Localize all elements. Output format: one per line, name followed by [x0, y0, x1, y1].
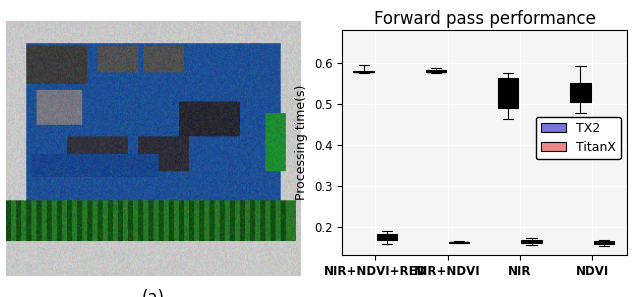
PathPatch shape — [449, 242, 470, 243]
PathPatch shape — [377, 235, 397, 240]
Legend: TX2, TitanX: TX2, TitanX — [536, 117, 621, 159]
PathPatch shape — [594, 241, 614, 244]
PathPatch shape — [522, 240, 541, 243]
PathPatch shape — [570, 83, 591, 102]
Text: (a): (a) — [142, 289, 165, 297]
PathPatch shape — [498, 78, 518, 108]
PathPatch shape — [426, 70, 446, 72]
Y-axis label: Processing time(s): Processing time(s) — [296, 85, 308, 200]
PathPatch shape — [353, 71, 374, 72]
Title: Forward pass performance: Forward pass performance — [374, 10, 596, 28]
